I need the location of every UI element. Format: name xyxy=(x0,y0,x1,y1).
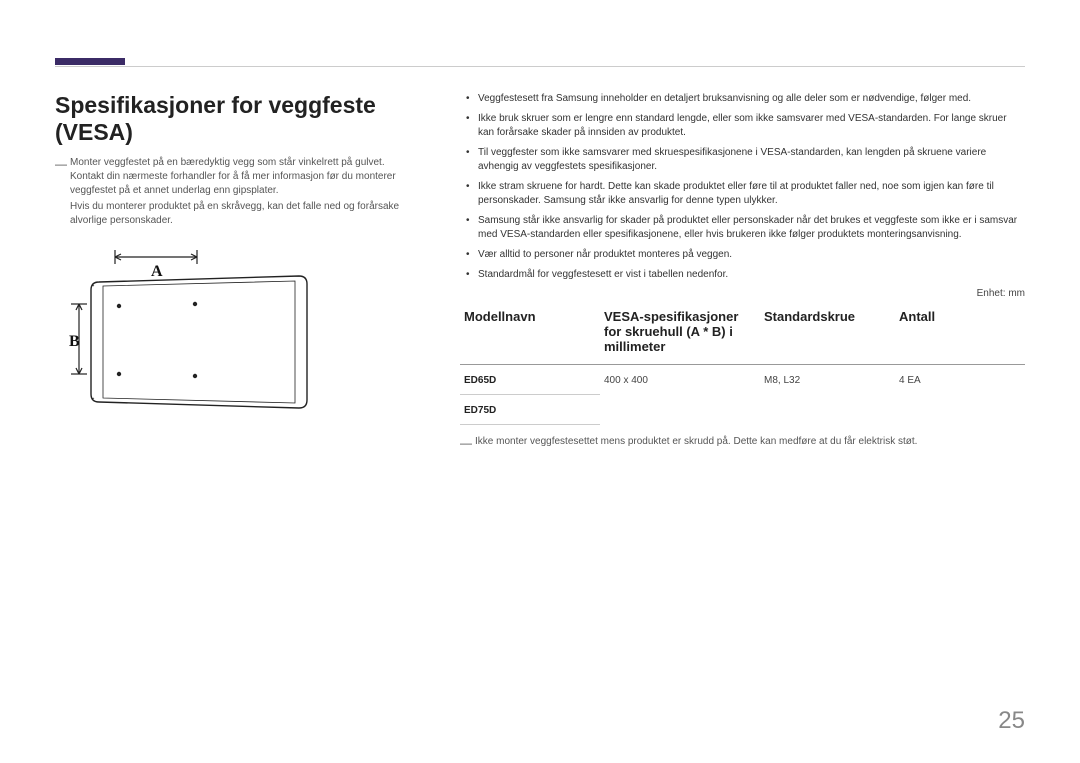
cell-qty xyxy=(895,395,1025,425)
vesa-diagram: A B xyxy=(67,246,420,441)
bullet-item: Vær alltid to personer når produktet mon… xyxy=(460,248,1025,262)
right-column: Veggfestesett fra Samsung inneholder en … xyxy=(460,92,1025,449)
page-heading: Spesifikasjoner for veggfeste (VESA) xyxy=(55,92,420,146)
header-accent-bar xyxy=(55,58,125,65)
footnote-text: Ikke monter veggfestesettet mens produkt… xyxy=(475,436,917,447)
mount-note: ― Monter veggfestet på en bæredyktig veg… xyxy=(55,156,420,228)
diagram-label-a: A xyxy=(151,263,163,280)
cell-screw xyxy=(760,395,895,425)
th-qty: Antall xyxy=(895,303,1025,365)
bullet-item: Ikke bruk skruer som er lengre enn stand… xyxy=(460,112,1025,140)
header-rule xyxy=(55,66,1025,67)
th-vesa: VESA-spesifikasjoner for skruehull (A * … xyxy=(600,303,760,365)
page-number: 25 xyxy=(998,707,1025,735)
footnote-dash-icon: ― xyxy=(460,435,472,452)
table-footnote: ― Ikke monter veggfestesettet mens produ… xyxy=(460,435,1025,449)
note-dash-icon: ― xyxy=(55,156,67,173)
spec-table: Modellnavn VESA-spesifikasjoner for skru… xyxy=(460,303,1025,425)
cell-qty: 4 EA xyxy=(895,365,1025,395)
bullet-item: Standardmål for veggfestesett er vist i … xyxy=(460,268,1025,282)
bullet-list: Veggfestesett fra Samsung inneholder en … xyxy=(460,92,1025,282)
diagram-label-b: B xyxy=(69,333,80,350)
cell-screw: M8, L32 xyxy=(760,365,895,395)
bullet-item: Ikke stram skruene for hardt. Dette kan … xyxy=(460,180,1025,208)
cell-vesa: 400 x 400 xyxy=(600,365,760,395)
cell-model: ED65D xyxy=(460,365,600,395)
page-content: Spesifikasjoner for veggfeste (VESA) ― M… xyxy=(55,92,1025,449)
th-screw: Standardskrue xyxy=(760,303,895,365)
th-model: Modellnavn xyxy=(460,303,600,365)
note-text-1: Monter veggfestet på en bæredyktig vegg … xyxy=(70,157,396,196)
unit-label: Enhet: mm xyxy=(460,288,1025,299)
table-row: ED65D 400 x 400 M8, L32 4 EA xyxy=(460,365,1025,395)
left-column: Spesifikasjoner for veggfeste (VESA) ― M… xyxy=(55,92,420,449)
cell-model: ED75D xyxy=(460,395,600,425)
cell-vesa xyxy=(600,395,760,425)
note-text-2: Hvis du monterer produktet på en skråveg… xyxy=(70,200,420,228)
bullet-item: Samsung står ikke ansvarlig for skader p… xyxy=(460,214,1025,242)
table-row: ED75D xyxy=(460,395,1025,425)
bullet-item: Til veggfester som ikke samsvarer med sk… xyxy=(460,146,1025,174)
bullet-item: Veggfestesett fra Samsung inneholder en … xyxy=(460,92,1025,106)
